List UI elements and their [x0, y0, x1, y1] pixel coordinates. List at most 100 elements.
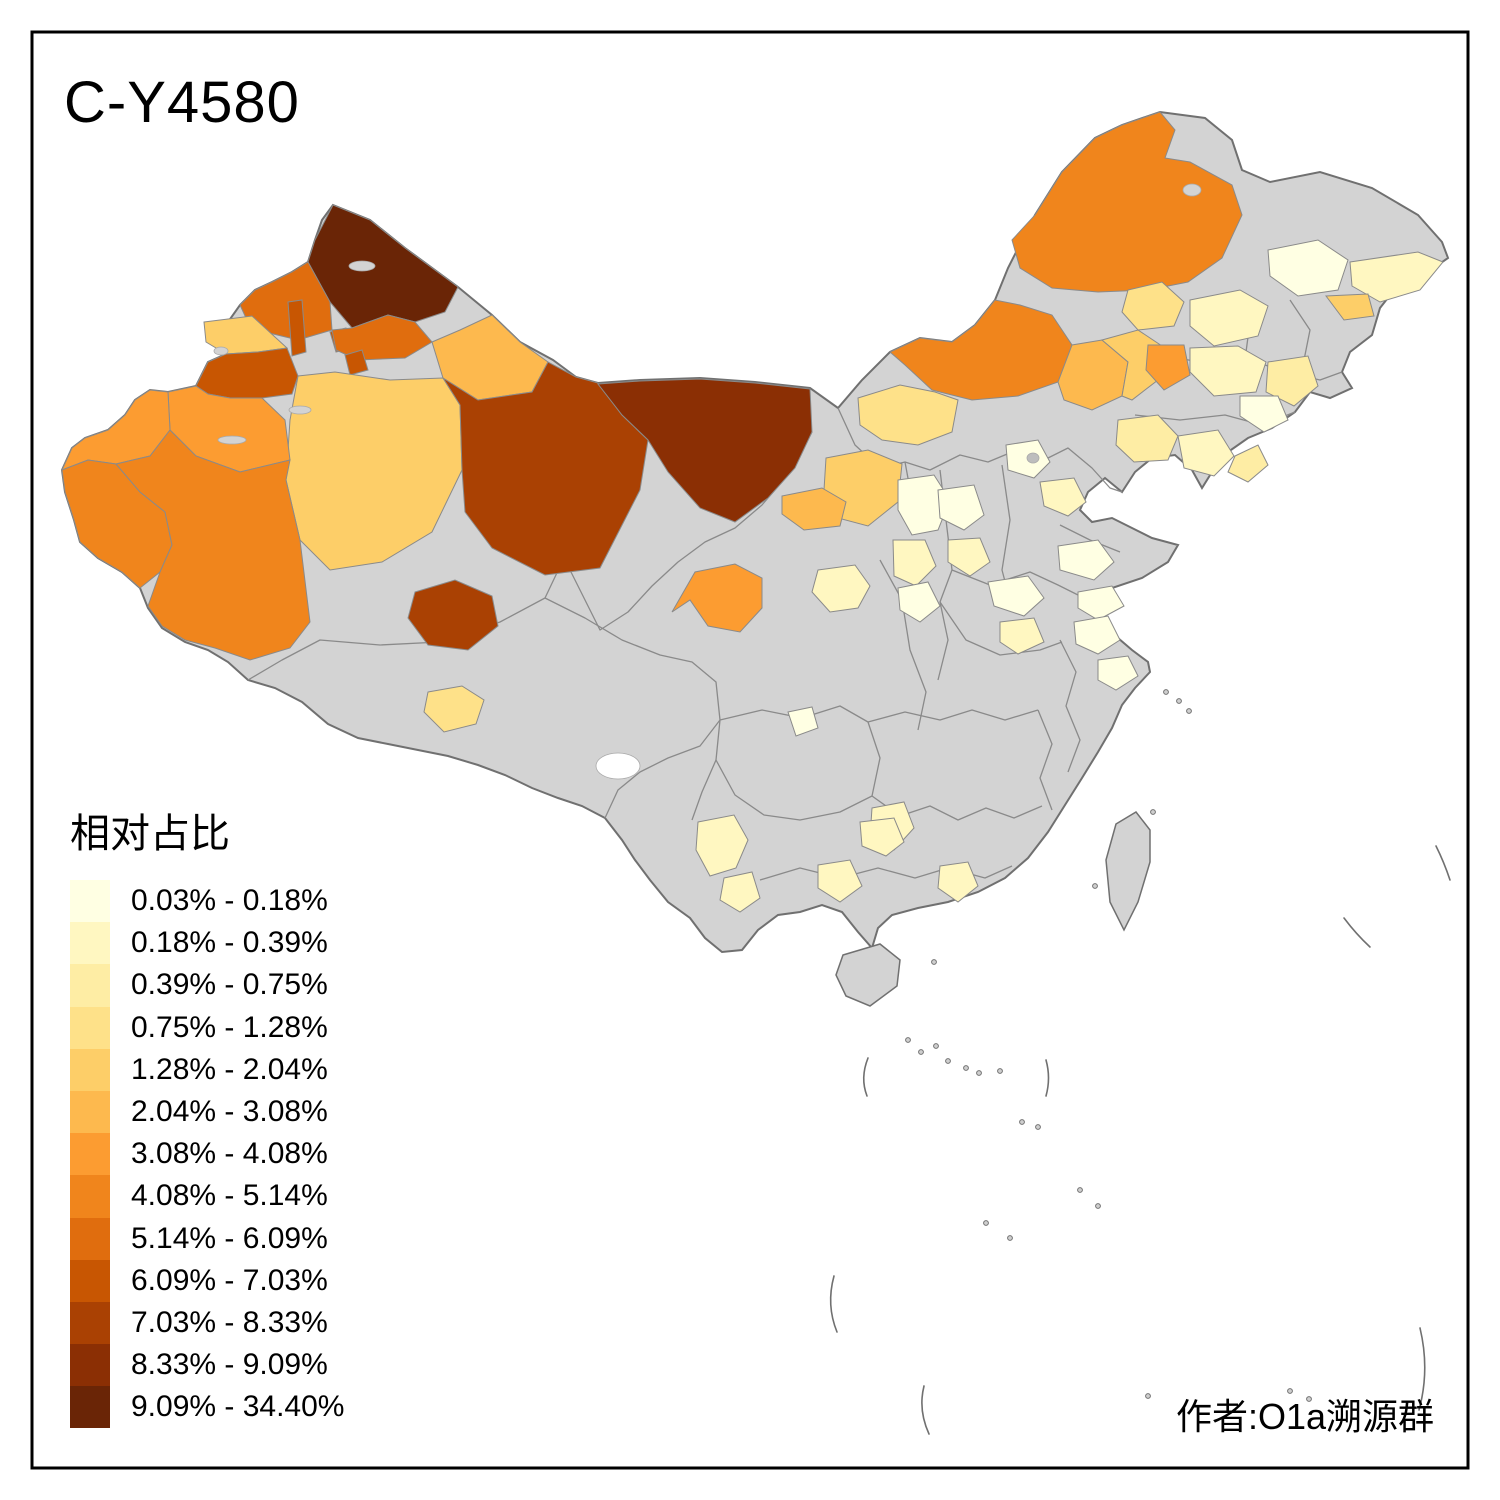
province-border [1289, 299, 1311, 361]
region-ili [195, 347, 299, 399]
islet [1287, 1388, 1293, 1394]
region-xining [671, 563, 763, 633]
legend-swatch [70, 1259, 110, 1302]
region-ningxia-south [892, 539, 937, 587]
city-patch [1026, 452, 1040, 464]
province-border [879, 559, 927, 731]
islet [976, 1070, 982, 1076]
region-shanxi-2 [947, 537, 991, 577]
legend: 相对占比 0.03% - 0.18% 0.18% - 0.39% 0.39% - 0… [70, 812, 344, 1429]
province-border [544, 597, 721, 819]
ulungur-lake [348, 260, 376, 272]
sea-boundary-dash [1045, 1059, 1050, 1097]
sea-boundary-dash [862, 1057, 869, 1097]
sea-boundary-dash [1343, 917, 1371, 948]
hainan-island [835, 943, 901, 1007]
legend-row: 7.03% - 8.33% [70, 1301, 344, 1345]
region-jilin-1 [1189, 345, 1267, 397]
legend-swatch [70, 1386, 110, 1429]
legend-label: 1.28% - 2.04% [131, 1052, 328, 1086]
legend-swatch [70, 1133, 110, 1176]
sea-boundary-dash [1435, 845, 1451, 881]
sea-boundary-dash [1418, 1327, 1426, 1411]
region-liaoning-1 [1115, 414, 1179, 463]
islet [945, 1058, 951, 1064]
islet [997, 1068, 1003, 1074]
region-heilongjiang-1 [1189, 289, 1269, 347]
islet [963, 1065, 969, 1071]
legend-row: 1.28% - 2.04% [70, 1048, 344, 1091]
region-henan-2 [999, 617, 1045, 655]
legend-label: 3.08% - 4.08% [131, 1137, 328, 1171]
region-jiangsu-1 [1073, 615, 1121, 655]
legend-row: 3.08% - 4.08% [70, 1133, 344, 1176]
legend-swatch [70, 1090, 110, 1134]
province-border [1037, 709, 1053, 811]
region-nagqu [423, 685, 485, 733]
province-border [939, 601, 1063, 656]
islet [905, 1037, 911, 1043]
region-hebei [1039, 477, 1087, 517]
islet [1092, 883, 1098, 889]
legend-row: 2.04% - 3.08% [70, 1090, 344, 1134]
legend-row: 0.18% - 0.39% [70, 922, 344, 965]
islet [1019, 1119, 1025, 1125]
legend-row: 6.09% - 7.03% [70, 1259, 344, 1302]
legend-row: 8.33% - 9.09% [70, 1344, 344, 1387]
legend-rows: 0.03% - 0.18% 0.18% - 0.39% 0.39% - 0.75% 0… [70, 880, 344, 1429]
legend-row: 9.09% - 34.40% [70, 1386, 344, 1429]
region-baicheng [1145, 344, 1191, 391]
legend-row: 5.14% - 6.09% [70, 1217, 344, 1260]
hulun-lake [1182, 183, 1202, 197]
legend-swatch [70, 1344, 110, 1387]
legend-label: 0.18% - 0.39% [131, 926, 328, 960]
islet [931, 959, 937, 965]
legend-label: 2.04% - 3.08% [131, 1095, 328, 1129]
region-liaodong [1227, 444, 1269, 483]
province-border [1059, 639, 1081, 773]
region-shandong-1 [1057, 539, 1115, 581]
legend-label: 0.03% - 0.18% [131, 884, 328, 918]
bosten-lake [288, 405, 312, 415]
region-changchun [1239, 395, 1289, 433]
province-border [759, 865, 1013, 881]
islet [933, 1043, 939, 1049]
region-guangdong [937, 861, 979, 903]
islet [983, 1220, 989, 1226]
region-liaoning-2 [1177, 429, 1235, 477]
taiwan-island [1105, 811, 1151, 932]
tarim-lake [217, 435, 247, 445]
legend-label: 0.75% - 1.28% [131, 1010, 328, 1044]
islet [1077, 1187, 1083, 1193]
legend-swatch [70, 1301, 110, 1345]
region-hotan [115, 429, 311, 661]
region-tongliao [1100, 329, 1163, 401]
region-alxa [597, 378, 813, 523]
region-jilin-2 [1265, 355, 1319, 407]
region-hinggan [1121, 281, 1185, 331]
legend-label: 8.33% - 9.09% [131, 1348, 328, 1382]
islet [1186, 708, 1192, 714]
region-shaanbei [897, 581, 941, 623]
province-border [867, 709, 1039, 723]
legend-label: 5.14% - 6.09% [131, 1221, 328, 1255]
islet [1035, 1124, 1041, 1130]
islet [1163, 689, 1169, 695]
sea-boundary-dash [921, 1385, 930, 1435]
region-urumqi [344, 349, 369, 376]
region-shandong-2 [1077, 585, 1125, 621]
attribution-text: 作者:O1a溯源群 [1175, 1396, 1434, 1437]
province-border [691, 759, 717, 821]
legend-swatch [70, 1217, 110, 1260]
region-jiangsu-2 [1097, 655, 1139, 691]
region-ningxia-north [897, 474, 951, 536]
region-jiamusi [1325, 293, 1375, 321]
region-henan-1 [987, 575, 1045, 617]
legend-label: 7.03% - 8.33% [131, 1305, 328, 1339]
legend-row: 0.75% - 1.28% [70, 1006, 344, 1049]
legend-swatch [70, 880, 110, 923]
sea-boundary-dash [829, 1275, 838, 1333]
region-karamay [287, 299, 307, 357]
qinghai-lake [595, 752, 641, 780]
